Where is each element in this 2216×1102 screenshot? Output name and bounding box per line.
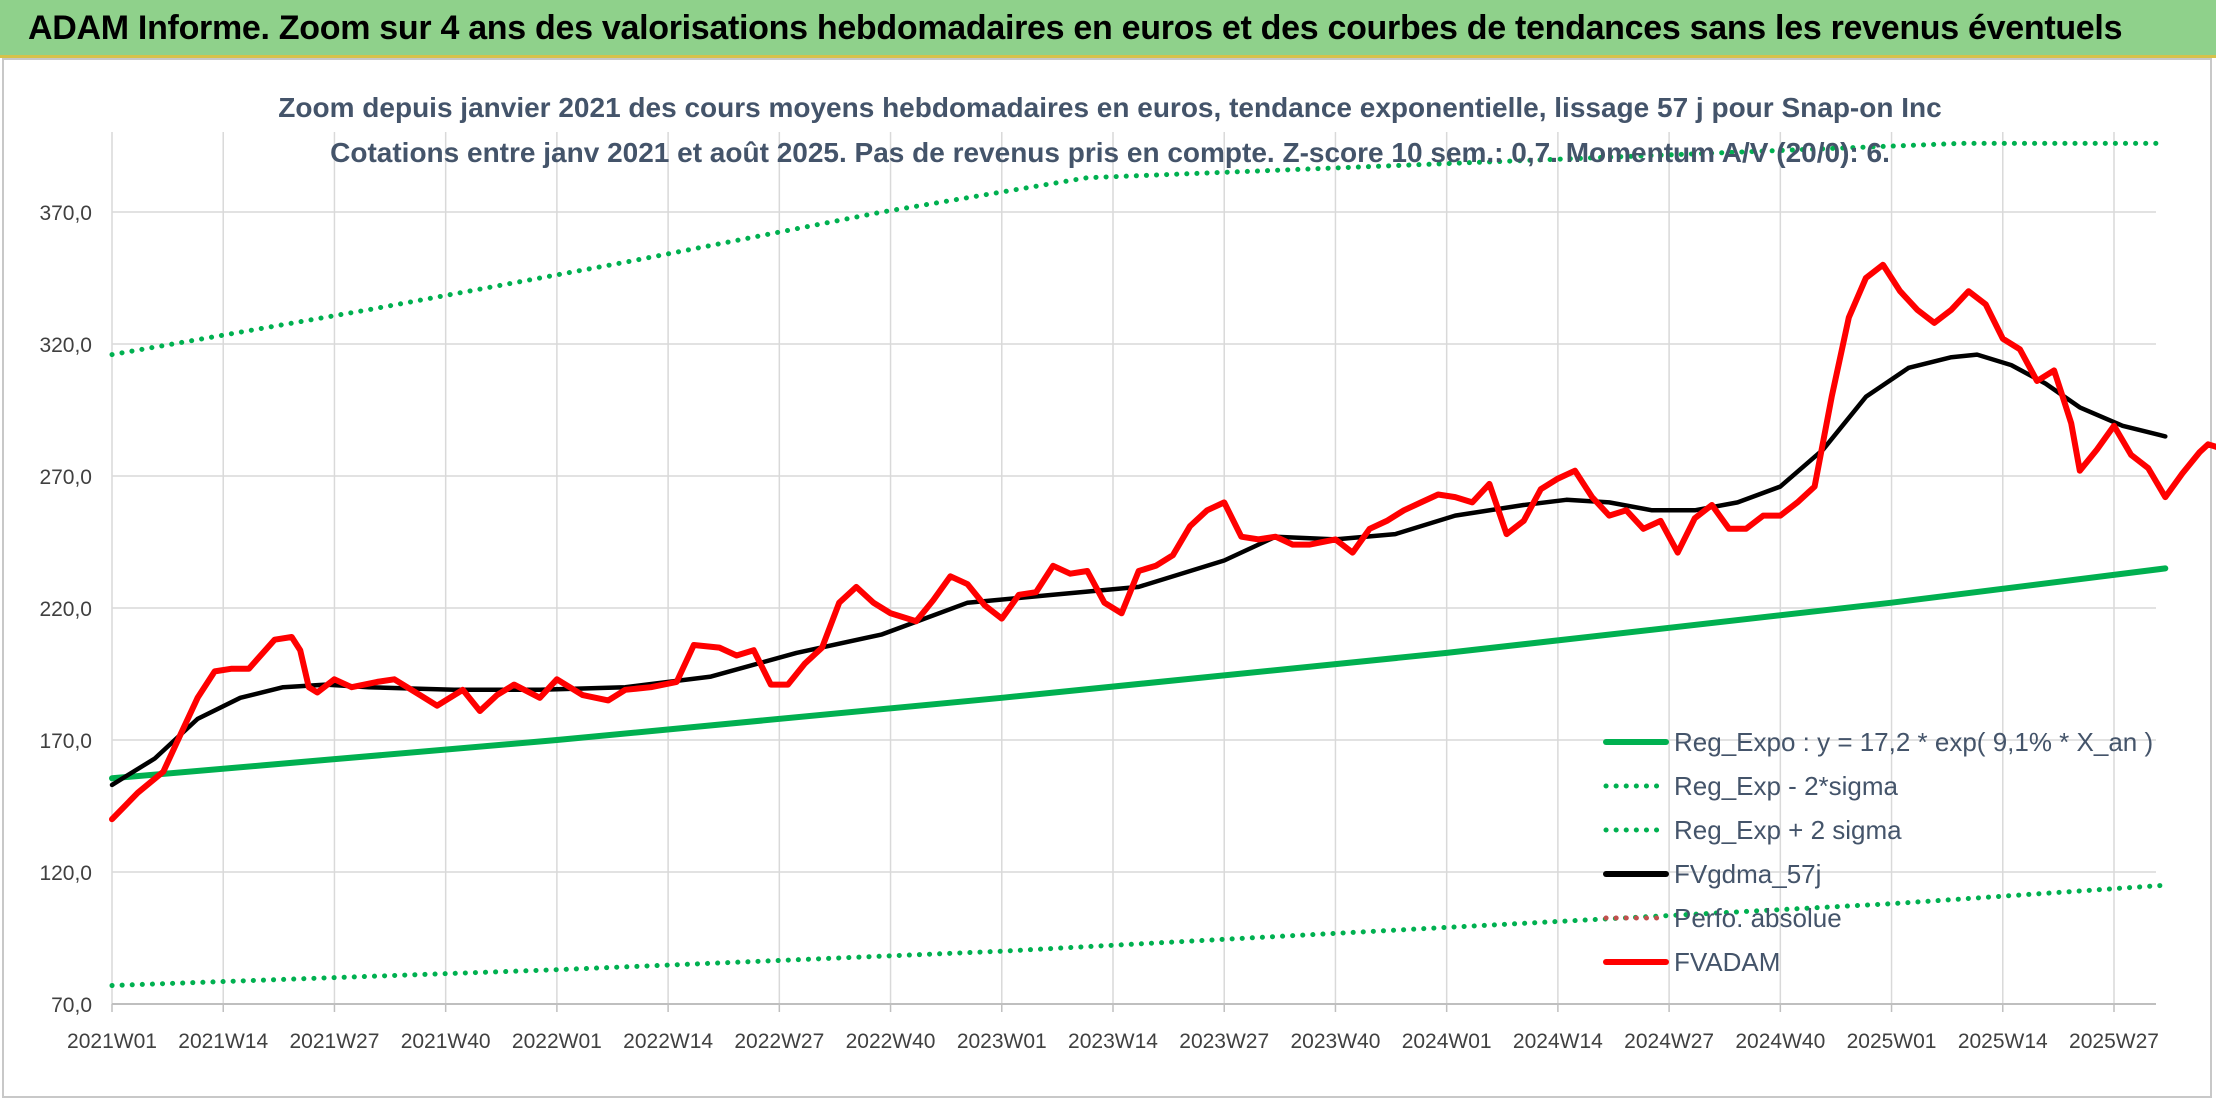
x-tick-label: 2023W01 (957, 1030, 1047, 1053)
x-tick-label: 2022W40 (846, 1030, 936, 1053)
series-line-reg-expo (109, 565, 2169, 782)
series-line-reg-exp (109, 882, 2168, 988)
x-tick-label: 2025W27 (2069, 1030, 2159, 1053)
x-tick-label: 2025W01 (1847, 1030, 1937, 1053)
legend-entry: Perfo. absolue (1674, 903, 1842, 933)
chart-grid (111, 132, 2156, 1012)
y-tick-label: 270,0 (39, 466, 92, 489)
report-title: ADAM Informe. Zoom sur 4 ans des valoris… (28, 9, 2123, 47)
chart-series (109, 140, 2216, 988)
legend-entry: FVgdma_57j (1674, 859, 1821, 889)
legend-entry: Reg_Expo : y = 17,2 * exp( 9,1% * X_an ) (1674, 727, 2153, 757)
x-tick-label: 2021W40 (401, 1030, 491, 1053)
y-tick-label: 170,0 (39, 730, 92, 753)
x-tick-label: 2023W40 (1290, 1030, 1380, 1053)
y-tick-label: 70,0 (51, 994, 92, 1017)
header-banner: ADAM Informe. Zoom sur 4 ans des valoris… (0, 0, 2216, 58)
axis-tick-labels: 70,0 120,0 170,0 220,0 270,0 320,0 370,0 2021W0… (39, 202, 2159, 1053)
x-tick-label: 2022W14 (623, 1030, 713, 1053)
x-tick-label: 2024W27 (1624, 1030, 1714, 1053)
x-tick-label: 2023W14 (1068, 1030, 1158, 1053)
y-tick-label: 120,0 (39, 862, 92, 885)
x-tick-label: 2021W27 (289, 1030, 379, 1053)
x-tick-label: 2024W40 (1735, 1030, 1825, 1053)
legend-entry: Reg_Exp - 2*sigma (1674, 771, 1899, 801)
series-line-reg-exp (109, 140, 2168, 358)
x-tick-label: 2021W01 (67, 1030, 157, 1053)
legend-entry: Reg_Exp + 2 sigma (1674, 815, 1902, 845)
x-tick-label: 2024W01 (1402, 1030, 1492, 1053)
y-tick-label: 370,0 (39, 202, 92, 225)
legend-entry: FVADAM (1674, 947, 1780, 977)
series-line-fvadam (109, 261, 2216, 823)
y-tick-label: 320,0 (39, 334, 92, 357)
x-tick-label: 2021W14 (178, 1030, 268, 1053)
chart-subtitle: Cotations entre janv 2021 et août 2025. … (330, 137, 1890, 168)
chart-frame (2, 58, 2212, 1098)
x-tick-label: 2025W14 (1958, 1030, 2048, 1053)
y-tick-label: 220,0 (39, 598, 92, 621)
chart-legend: Reg_Expo : y = 17,2 * exp( 9,1% * X_an )… (1603, 727, 2153, 977)
x-tick-label: 2023W27 (1179, 1030, 1269, 1053)
x-tick-label: 2024W14 (1513, 1030, 1603, 1053)
x-tick-label: 2022W01 (512, 1030, 602, 1053)
chart-title: Zoom depuis janvier 2021 des cours moyen… (278, 92, 1941, 123)
x-tick-label: 2022W27 (734, 1030, 824, 1053)
